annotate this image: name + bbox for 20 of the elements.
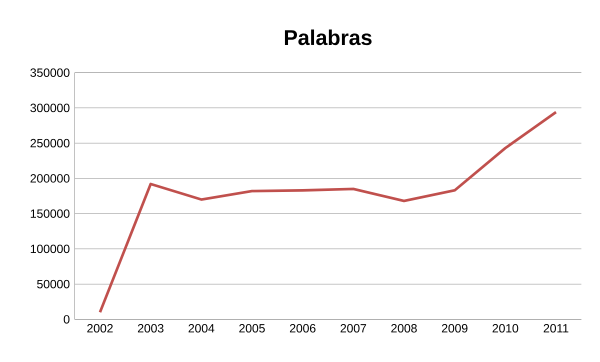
x-tick-label: 2005 [239,324,265,333]
x-tick-label: 2004 [188,324,214,333]
x-tick-label: 2010 [492,324,518,333]
line-series [98,110,558,314]
y-tick-label: 150000 [30,209,70,218]
y-tick-label: 0 [64,315,70,324]
x-tick-label: 2009 [442,324,468,333]
y-tick-label: 100000 [30,244,70,254]
y-tick-label: 200000 [30,174,70,183]
y-tick-label: 350000 [30,68,70,77]
x-tick-label: 2007 [340,324,366,333]
y-tick-label: 250000 [30,138,70,148]
x-tick-label: 2011 [544,324,568,333]
x-tick-label: 2002 [87,324,113,333]
chart-title: Palabras [284,30,372,46]
y-tick-label: 50000 [37,280,70,288]
x-tick-label: 2003 [138,324,164,333]
x-tick-label: 2008 [391,324,417,333]
x-tick-label: 2006 [290,324,316,333]
y-tick-label: 300000 [30,104,70,112]
